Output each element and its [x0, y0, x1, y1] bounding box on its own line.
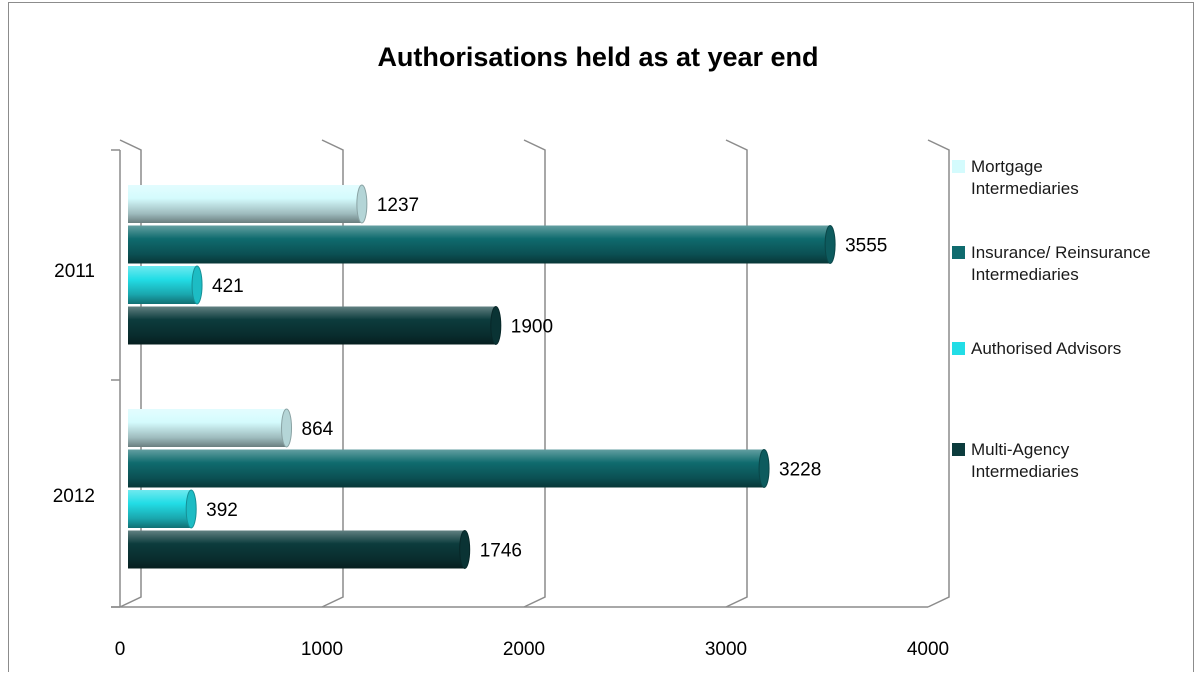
gridline — [321, 139, 344, 608]
bar — [128, 409, 287, 447]
bar — [128, 225, 831, 264]
bar — [128, 530, 465, 569]
x-tick-label: 4000 — [907, 639, 949, 660]
gridlines — [119, 139, 950, 608]
bar-cap — [281, 408, 293, 448]
bar — [128, 185, 362, 223]
legend-label: Intermediaries — [971, 265, 1079, 284]
legend-label: Insurance/ Reinsurance — [971, 243, 1151, 262]
gridline — [119, 139, 142, 608]
bar — [128, 449, 765, 488]
x-tick-label: 0 — [115, 639, 126, 660]
bar — [128, 306, 496, 345]
bars: 1237 3555 421 1900 864 3228 392 1746 — [128, 184, 887, 569]
legend-swatch — [952, 443, 965, 456]
data-label: 3228 — [779, 460, 821, 481]
data-label: 1746 — [480, 541, 522, 562]
gridline — [725, 139, 748, 608]
bar-cap — [191, 265, 203, 305]
bar-cap — [185, 489, 197, 529]
axes: 0 1000 2000 3000 4000 2011 2012 — [53, 149, 949, 660]
gridline — [927, 139, 950, 608]
legend-label: Mortgage — [971, 157, 1043, 176]
bar-cap — [356, 184, 368, 224]
data-label: 421 — [212, 276, 244, 297]
x-tick-label: 3000 — [705, 639, 747, 660]
data-label: 1237 — [377, 195, 419, 216]
bar-cap — [459, 530, 471, 569]
legend: Mortgage Intermediaries Insurance/ Reinsur… — [952, 157, 1151, 481]
chart-title: Authorisations held as at year end — [377, 42, 818, 72]
legend-swatch — [952, 246, 965, 259]
legend-label: Authorised Advisors — [971, 339, 1121, 358]
data-label: 392 — [206, 500, 238, 521]
bar-cap — [758, 449, 770, 488]
legend-swatch — [952, 160, 965, 173]
data-label: 1900 — [511, 317, 553, 338]
x-tick-label: 2000 — [503, 639, 545, 660]
data-label: 864 — [302, 419, 334, 440]
bar — [128, 266, 198, 304]
gridline — [523, 139, 546, 608]
bar-cap — [490, 306, 502, 345]
legend-label: Multi-Agency — [971, 440, 1070, 459]
legend-label: Intermediaries — [971, 462, 1079, 481]
data-label: 3555 — [845, 236, 887, 257]
y-tick-label: 2011 — [54, 261, 95, 282]
legend-swatch — [952, 342, 965, 355]
x-tick-label: 1000 — [301, 639, 343, 660]
bar-cap — [824, 225, 836, 264]
legend-label: Intermediaries — [971, 179, 1079, 198]
y-tick-label: 2012 — [53, 486, 95, 507]
bar — [128, 490, 192, 528]
